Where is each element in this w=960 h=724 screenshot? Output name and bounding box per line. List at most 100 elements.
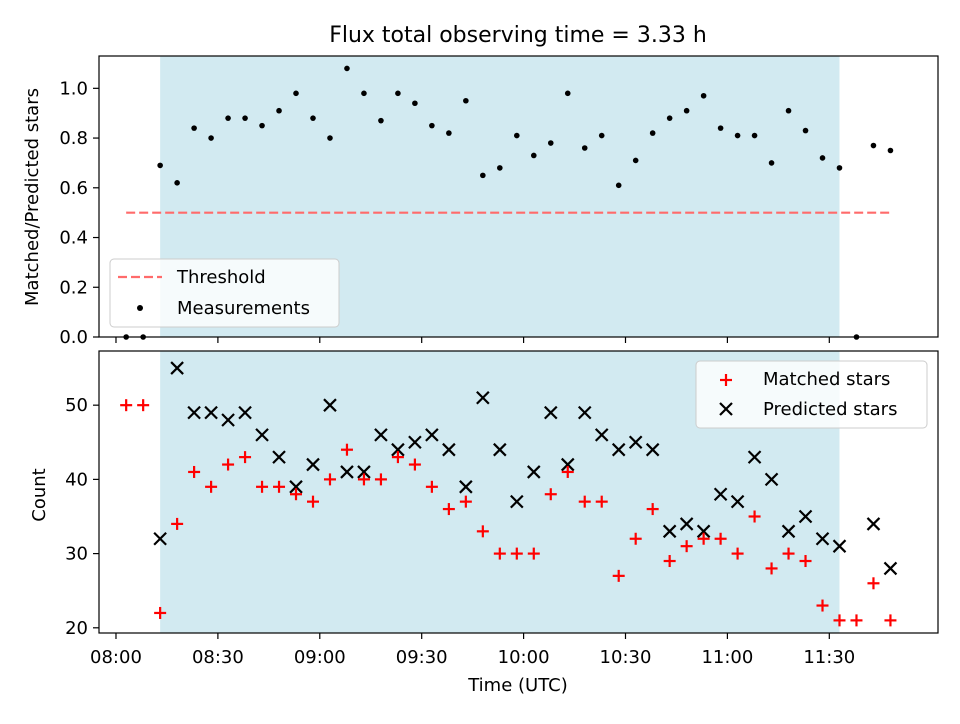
top-legend-box [109, 258, 340, 328]
predicted-star-point [594, 428, 609, 442]
matched-star-point [459, 495, 472, 508]
x-tick-label: 09:30 [396, 647, 448, 668]
bottom-y-tick-label: 30 [65, 544, 88, 565]
legend-predicted-swatch [719, 402, 733, 416]
measurement-point [242, 115, 248, 121]
matched-star-point [782, 547, 795, 560]
predicted-star-point [798, 509, 813, 524]
measurement-point [700, 92, 707, 99]
measurement-point [887, 147, 894, 154]
matched-star-point [731, 547, 744, 560]
predicted-star-point [510, 494, 524, 509]
predicted-star-point [204, 405, 218, 420]
matched-star-point [408, 458, 421, 471]
matched-star-point [476, 525, 489, 538]
measurement-point [344, 65, 350, 72]
predicted-star-point [866, 517, 881, 531]
predicted-star-point [493, 442, 507, 457]
x-tick-label: 11:00 [701, 647, 753, 668]
matched-star-point [850, 614, 863, 627]
predicted-star-point [221, 413, 235, 427]
matched-star-point [867, 577, 880, 590]
bottom-legend-box [695, 360, 928, 429]
measurement-point [361, 90, 367, 97]
matched-star-point [205, 480, 218, 493]
matched-star-point [578, 495, 591, 508]
measurement-point [174, 180, 180, 186]
predicted-star-point [645, 442, 660, 457]
matched-star-point [273, 480, 286, 493]
measurement-point [717, 125, 724, 131]
matched-star-point [714, 532, 727, 545]
matched-star-point [799, 555, 812, 568]
measurement-point [734, 132, 741, 139]
measurement-point [581, 145, 588, 151]
measurement-point [327, 135, 333, 141]
bottom-legend: Matched stars Predicted stars [695, 360, 928, 429]
measurement-point [632, 157, 639, 164]
matched-star-point [137, 399, 150, 412]
bottom-axes-frame [98, 350, 939, 634]
predicted-star-point [170, 361, 184, 375]
measurement-point [666, 115, 673, 121]
predicted-star-point [679, 517, 694, 531]
predicted-star-point [340, 465, 354, 479]
measurement-point [768, 160, 775, 166]
legend-matched-label: Matched stars [763, 369, 890, 390]
matched-star-point [884, 614, 897, 627]
x-tick-label: 10:30 [600, 647, 652, 668]
top-y-tick-label: 1.0 [59, 78, 88, 99]
top-y-tick-label: 0.8 [59, 128, 88, 149]
x-tick-label: 09:00 [294, 647, 346, 668]
bottom-y-tick-label: 20 [65, 618, 88, 639]
top-panel: 0.0 0.2 0.4 0.6 0.8 1.0 Matched/Predicted sta… [22, 55, 939, 348]
x-axis-label: Time (UTC) [467, 675, 568, 696]
matched-star-point [561, 465, 574, 478]
matched-star-point [816, 599, 829, 612]
measurement-point [191, 125, 197, 131]
predicted-star-point [832, 539, 847, 553]
measurement-point [429, 122, 435, 129]
predicted-star-point [374, 428, 388, 442]
measurement-point [225, 115, 231, 121]
matched-star-point [629, 532, 642, 545]
measurement-point [310, 115, 316, 121]
matched-star-point [493, 547, 506, 560]
matched-star-point [765, 562, 778, 575]
predicted-star-point [442, 442, 456, 457]
matched-star-point [748, 510, 761, 523]
chart-title: Flux total observing time = 3.33 h [329, 23, 707, 48]
predicted-star-point [883, 561, 898, 576]
predicted-star-point [289, 480, 303, 494]
legend-matched-swatch [720, 374, 732, 386]
measurement-point [446, 130, 452, 136]
predicted-star-point [560, 457, 575, 472]
predicted-star-point [527, 465, 541, 479]
matched-star-point [510, 547, 523, 560]
bottom-panel: 20 30 40 50 08:00 08:30 09:00 09:30 10:00 10:30 11… [29, 350, 939, 696]
measurement-point [378, 117, 384, 124]
measurement-point [870, 142, 877, 149]
matched-star-point [442, 503, 455, 516]
measurement-point [208, 135, 214, 141]
matched-star-point [357, 473, 370, 486]
matched-star-point [833, 614, 846, 627]
predicted-star-point [255, 428, 269, 442]
measurement-point [615, 182, 622, 189]
matched-star-point [391, 451, 404, 464]
predicted-star-point [476, 390, 490, 405]
predicted-star-point [713, 487, 728, 502]
predicted-star-point [187, 405, 201, 420]
predicted-star-point [357, 465, 371, 479]
top-y-tick-label: 0.0 [59, 327, 88, 348]
top-series [123, 65, 894, 340]
measurement-point [497, 165, 503, 171]
matched-star-point [239, 451, 252, 464]
predicted-star-point [781, 524, 796, 539]
predicted-star-point [747, 450, 762, 464]
predicted-star-point [459, 480, 473, 494]
predicted-star-point [696, 524, 711, 539]
measurement-point [157, 162, 163, 169]
legend-measurements-swatch [137, 305, 143, 311]
top-y-tick-label: 0.4 [59, 228, 88, 249]
